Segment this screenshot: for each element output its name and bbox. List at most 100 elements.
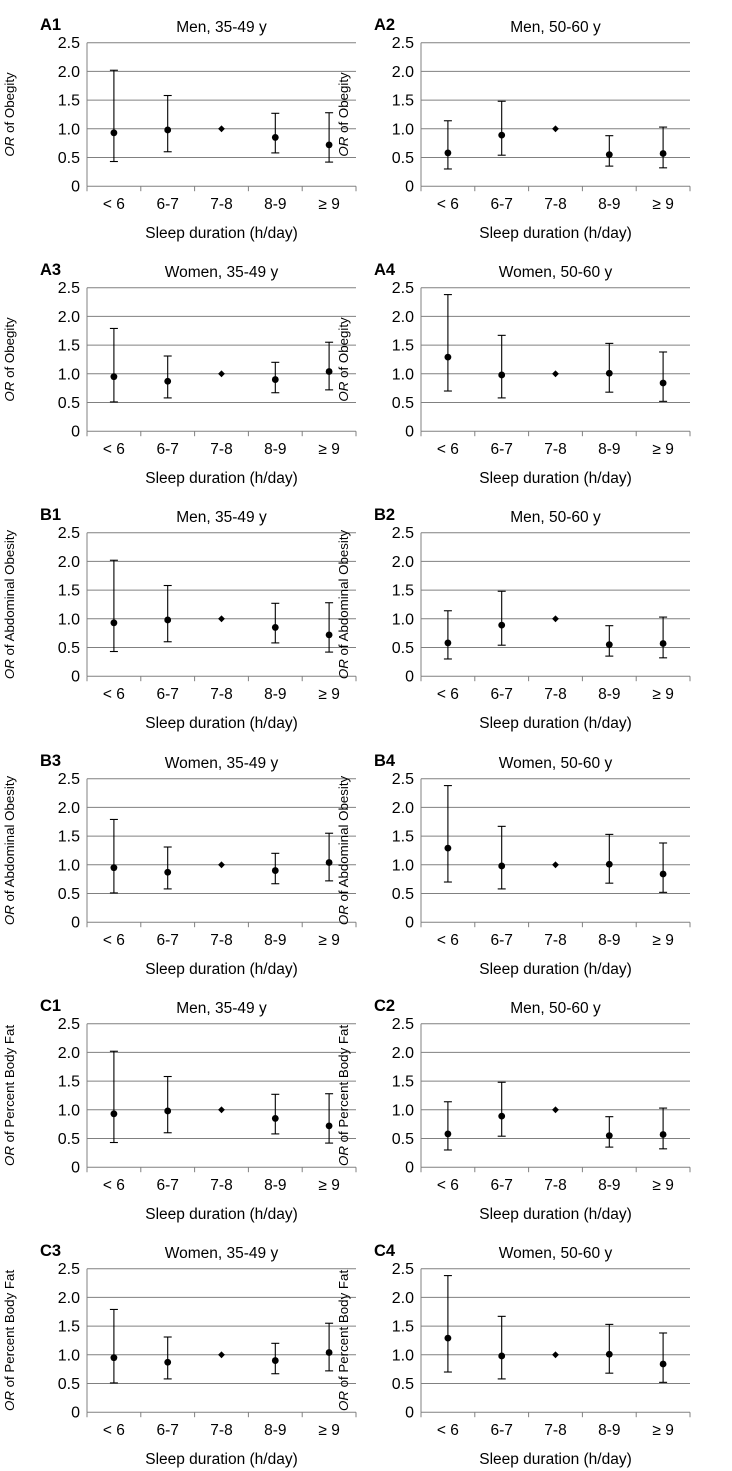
svg-text:7-8: 7-8 — [544, 441, 566, 458]
svg-text:B3: B3 — [40, 752, 61, 770]
svg-text:Sleep duration (h/day): Sleep duration (h/day) — [479, 470, 632, 487]
svg-text:0.5: 0.5 — [58, 1376, 80, 1393]
svg-text:0: 0 — [71, 424, 80, 441]
svg-text:0.5: 0.5 — [392, 150, 414, 167]
svg-text:0: 0 — [405, 1159, 414, 1176]
svg-text:1.0: 1.0 — [58, 612, 80, 629]
svg-text:0: 0 — [405, 179, 414, 196]
svg-text:OR of Percent Body Fat: OR of Percent Body Fat — [2, 1269, 17, 1410]
svg-text:7-8: 7-8 — [210, 1177, 232, 1194]
svg-text:1.5: 1.5 — [392, 93, 414, 110]
svg-text:2.0: 2.0 — [392, 554, 414, 571]
svg-text:Sleep duration (h/day): Sleep duration (h/day) — [145, 961, 298, 978]
svg-text:7-8: 7-8 — [210, 932, 232, 949]
svg-text:Sleep duration (h/day): Sleep duration (h/day) — [145, 1206, 298, 1223]
svg-text:OR of Abdominal Obesity: OR of Abdominal Obesity — [2, 775, 17, 925]
svg-text:OR of Percent Body Fat: OR of Percent Body Fat — [336, 1269, 351, 1410]
svg-text:0: 0 — [405, 424, 414, 441]
svg-text:8-9: 8-9 — [598, 1177, 620, 1194]
svg-text:6-7: 6-7 — [490, 932, 512, 949]
svg-text:1.0: 1.0 — [58, 1102, 80, 1119]
svg-text:Sleep duration (h/day): Sleep duration (h/day) — [479, 1451, 632, 1468]
svg-text:2.5: 2.5 — [392, 526, 414, 543]
svg-text:Women, 50-60 y: Women, 50-60 y — [499, 755, 613, 772]
svg-text:1.0: 1.0 — [58, 1347, 80, 1364]
svg-text:8-9: 8-9 — [264, 441, 286, 458]
svg-text:Sleep duration (h/day): Sleep duration (h/day) — [479, 715, 632, 732]
svg-text:7-8: 7-8 — [544, 1177, 566, 1194]
svg-text:2.5: 2.5 — [392, 280, 414, 297]
svg-text:< 6: < 6 — [103, 441, 125, 458]
svg-text:2.5: 2.5 — [58, 1261, 80, 1278]
svg-text:1.5: 1.5 — [58, 338, 80, 355]
svg-text:< 6: < 6 — [437, 687, 459, 704]
svg-text:2.5: 2.5 — [392, 771, 414, 788]
svg-text:0: 0 — [405, 914, 414, 931]
svg-text:0.5: 0.5 — [58, 886, 80, 903]
svg-text:2.5: 2.5 — [392, 35, 414, 52]
svg-text:0.5: 0.5 — [392, 1376, 414, 1393]
svg-text:0.5: 0.5 — [58, 395, 80, 412]
svg-text:2.0: 2.0 — [58, 1045, 80, 1062]
svg-text:2.5: 2.5 — [58, 526, 80, 543]
svg-text:0.5: 0.5 — [392, 1131, 414, 1148]
svg-text:Women, 50-60 y: Women, 50-60 y — [499, 264, 613, 281]
svg-text:1.0: 1.0 — [58, 366, 80, 383]
svg-text:Women, 35-49 y: Women, 35-49 y — [165, 755, 279, 772]
svg-text:8-9: 8-9 — [264, 687, 286, 704]
svg-text:B4: B4 — [374, 752, 396, 770]
svg-text:6-7: 6-7 — [156, 196, 178, 213]
svg-text:6-7: 6-7 — [156, 1422, 178, 1439]
svg-text:< 6: < 6 — [437, 932, 459, 949]
svg-text:≥ 9: ≥ 9 — [652, 196, 673, 213]
svg-text:Sleep duration (h/day): Sleep duration (h/day) — [145, 715, 298, 732]
svg-text:Sleep duration (h/day): Sleep duration (h/day) — [479, 225, 632, 242]
svg-text:OR of Abdominal Obesity: OR of Abdominal Obesity — [336, 775, 351, 925]
svg-text:8-9: 8-9 — [598, 441, 620, 458]
svg-text:1.5: 1.5 — [392, 338, 414, 355]
svg-text:< 6: < 6 — [437, 441, 459, 458]
svg-text:6-7: 6-7 — [490, 1422, 512, 1439]
svg-text:1.0: 1.0 — [58, 121, 80, 138]
svg-text:2.5: 2.5 — [58, 1016, 80, 1033]
svg-text:1.0: 1.0 — [58, 857, 80, 874]
svg-text:2.0: 2.0 — [392, 64, 414, 81]
svg-text:≥ 9: ≥ 9 — [652, 1422, 673, 1439]
svg-text:A2: A2 — [374, 16, 395, 34]
svg-text:0: 0 — [71, 1159, 80, 1176]
svg-text:Sleep duration (h/day): Sleep duration (h/day) — [145, 470, 298, 487]
svg-text:< 6: < 6 — [103, 1422, 125, 1439]
svg-text:C3: C3 — [40, 1242, 61, 1260]
svg-text:7-8: 7-8 — [544, 1422, 566, 1439]
svg-text:1.0: 1.0 — [392, 612, 414, 629]
svg-text:1.5: 1.5 — [392, 1073, 414, 1090]
svg-text:C2: C2 — [374, 997, 395, 1015]
svg-text:C1: C1 — [40, 997, 61, 1015]
svg-text:OR of Obegity: OR of Obegity — [336, 317, 351, 402]
svg-text:6-7: 6-7 — [156, 1177, 178, 1194]
svg-text:6-7: 6-7 — [156, 441, 178, 458]
svg-text:1.5: 1.5 — [58, 1073, 80, 1090]
svg-text:0: 0 — [71, 914, 80, 931]
svg-text:6-7: 6-7 — [156, 687, 178, 704]
svg-text:OR of Abdominal Obesity: OR of Abdominal Obesity — [336, 530, 351, 680]
svg-text:8-9: 8-9 — [264, 1422, 286, 1439]
svg-text:8-9: 8-9 — [598, 687, 620, 704]
svg-text:2.5: 2.5 — [392, 1016, 414, 1033]
svg-text:0.5: 0.5 — [392, 395, 414, 412]
svg-text:≥ 9: ≥ 9 — [652, 441, 673, 458]
svg-text:Men, 50-60 y: Men, 50-60 y — [510, 19, 601, 36]
svg-text:OR of Abdominal Obesity: OR of Abdominal Obesity — [2, 530, 17, 680]
svg-text:0.5: 0.5 — [392, 886, 414, 903]
svg-text:OR of Obegity: OR of Obegity — [336, 72, 351, 157]
svg-text:2.0: 2.0 — [58, 309, 80, 326]
svg-text:0.5: 0.5 — [58, 150, 80, 167]
svg-text:6-7: 6-7 — [490, 687, 512, 704]
svg-text:7-8: 7-8 — [210, 687, 232, 704]
svg-text:< 6: < 6 — [437, 1177, 459, 1194]
svg-text:A1: A1 — [40, 16, 61, 34]
svg-text:6-7: 6-7 — [490, 1177, 512, 1194]
svg-text:0.5: 0.5 — [392, 640, 414, 657]
svg-text:Women, 35-49 y: Women, 35-49 y — [165, 1245, 279, 1262]
svg-text:1.5: 1.5 — [392, 583, 414, 600]
